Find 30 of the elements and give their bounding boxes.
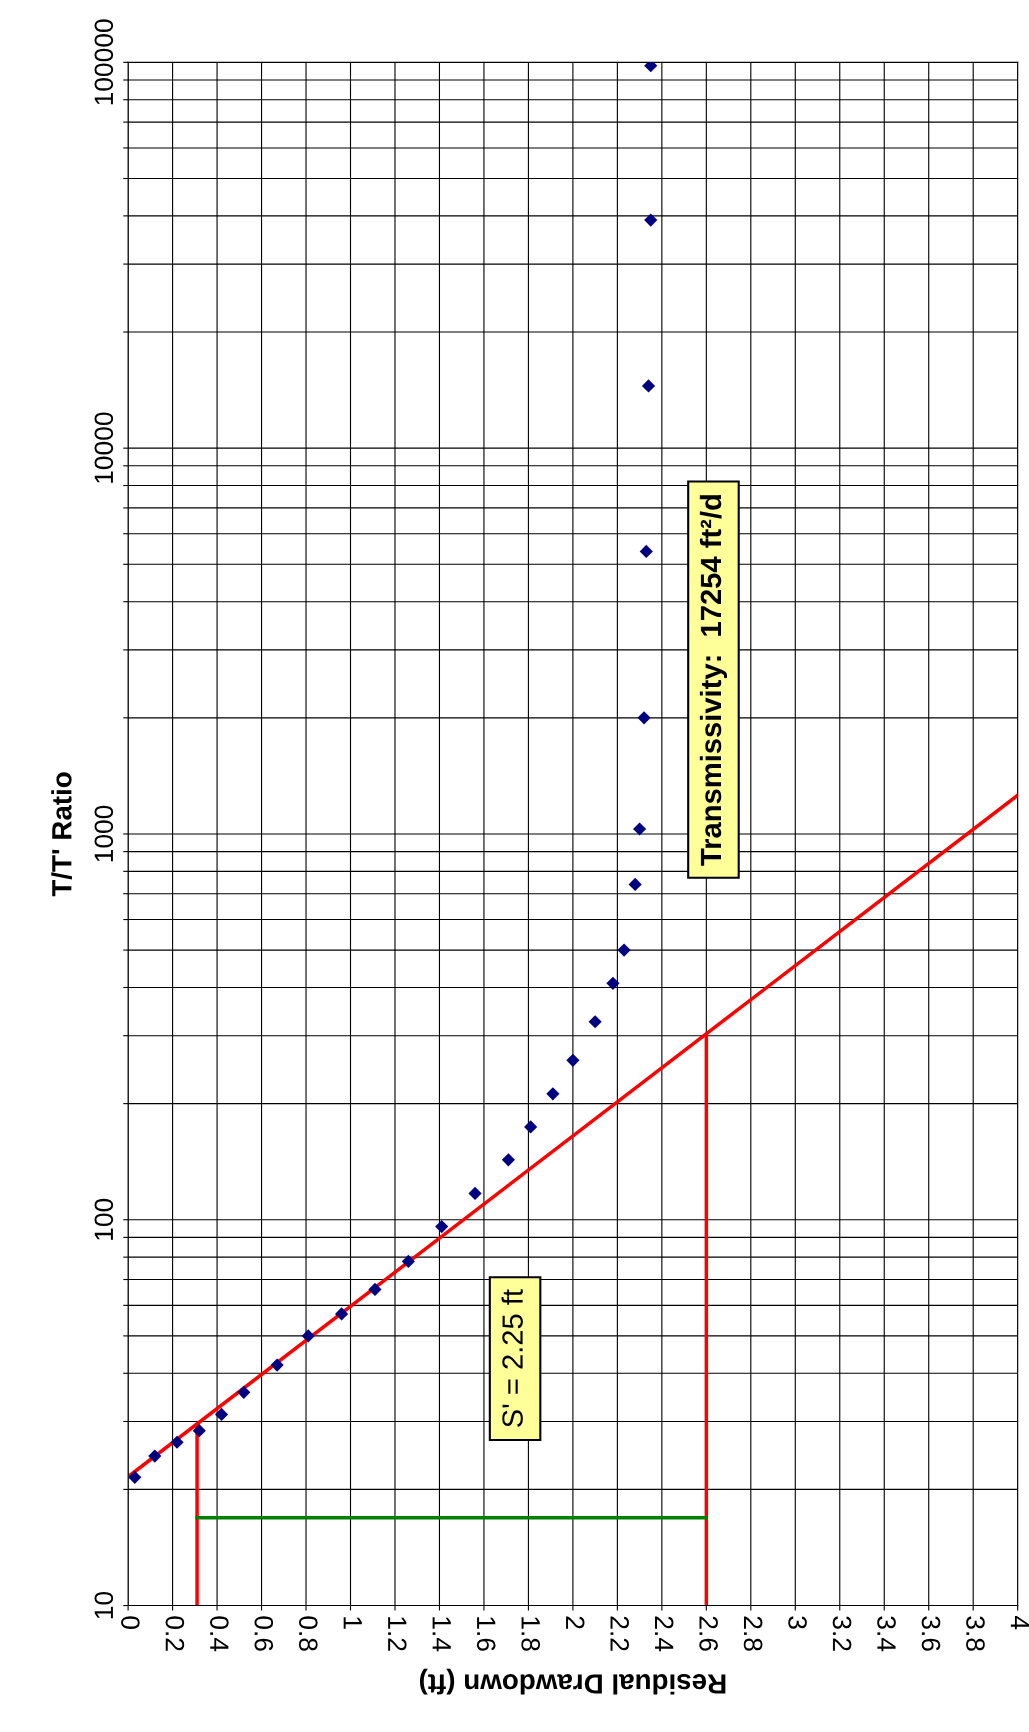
x-tick-label: 3.6 <box>921 1616 941 1651</box>
x-tick-label: 0.8 <box>298 1616 318 1651</box>
y-tick-label: 100 <box>94 1198 114 1240</box>
x-tick-label: 1.6 <box>476 1617 496 1651</box>
x-tick-label: 1 <box>343 1617 362 1629</box>
annotation: Transmissivity: 17254 ft²/d <box>699 495 728 866</box>
x-tick-label: 0.4 <box>209 1616 229 1652</box>
y-tick-label: 1000 <box>94 805 114 862</box>
annotation: S' = 2.25 ft <box>501 1289 523 1427</box>
x-tick-label: 1.2 <box>388 1617 407 1651</box>
x-tick-label: 4 <box>1010 1615 1029 1630</box>
x-tick-label: 2.6 <box>699 1616 718 1651</box>
x-tick-label: 1.4 <box>432 1617 451 1652</box>
y-tick-label: 10 <box>94 1591 114 1619</box>
y-tick-label: 10000 <box>94 412 114 483</box>
x-tick-label: 2.8 <box>743 1616 763 1651</box>
y-axis-title: T/T' Ratio <box>51 772 72 897</box>
x-tick-label: 1.8 <box>521 1617 541 1651</box>
x-tick-label: 3.4 <box>877 1616 896 1652</box>
x-tick-label: 3.2 <box>832 1616 852 1651</box>
x-axis-title: Residual Drawdown (ft) <box>419 1668 726 1695</box>
x-tick-label: 2 <box>566 1616 585 1629</box>
x-tick-label: 3.8 <box>966 1616 985 1651</box>
x-tick-label: 2.4 <box>655 1616 674 1652</box>
x-tick-label: 2.2 <box>610 1616 629 1651</box>
x-tick-label: 3 <box>788 1616 807 1629</box>
x-tick-label: 0.2 <box>165 1616 185 1651</box>
x-tick-label: 0 <box>121 1616 140 1629</box>
x-tick-label: 0.6 <box>254 1616 274 1651</box>
y-tick-label: 100000 <box>94 19 114 105</box>
